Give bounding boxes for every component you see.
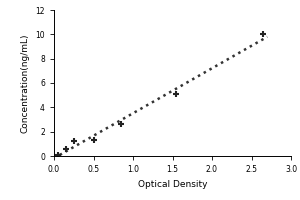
Y-axis label: Concentration(ng/mL): Concentration(ng/mL) (21, 33, 30, 133)
X-axis label: Optical Density: Optical Density (138, 180, 207, 189)
